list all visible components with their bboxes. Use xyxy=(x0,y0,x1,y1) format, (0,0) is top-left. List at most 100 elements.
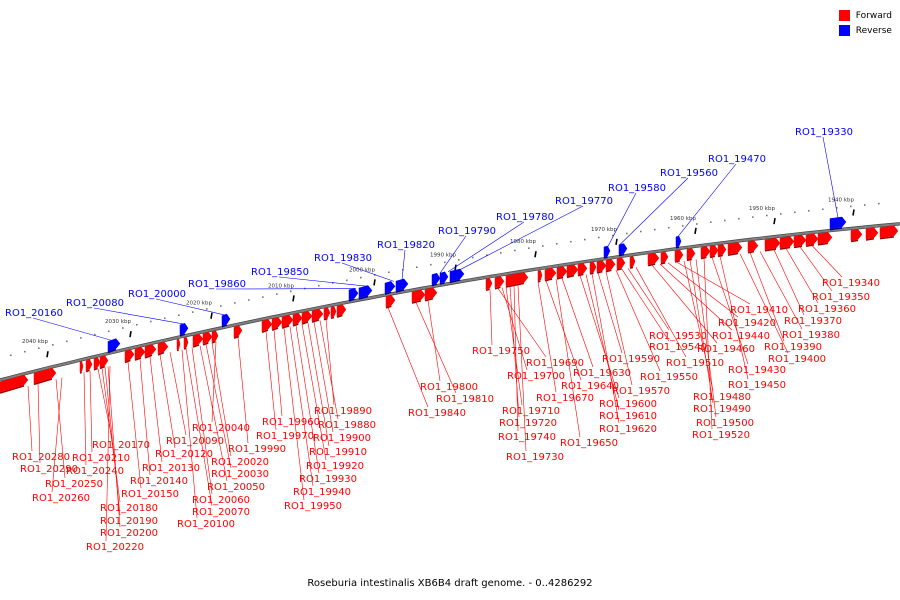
forward-gene xyxy=(660,251,669,264)
forward-leader xyxy=(273,329,283,417)
forward-gene-shade xyxy=(537,280,541,283)
forward-gene xyxy=(629,256,636,268)
forward-gene-label: RO1_20030 xyxy=(211,469,269,480)
forward-leader xyxy=(307,322,330,447)
forward-gene-label: RO1_19640 xyxy=(561,381,619,392)
reverse-gene xyxy=(439,271,449,284)
forward-gene-label: RO1_19750 xyxy=(472,346,530,357)
forward-gene-shade xyxy=(709,255,715,259)
forward-gene xyxy=(686,248,696,260)
forward-gene-shade xyxy=(157,351,165,356)
forward-gene-label: RO1_19370 xyxy=(784,316,842,327)
forward-gene-shade xyxy=(301,321,309,325)
forward-leader xyxy=(427,300,441,382)
forward-gene-label: RO1_19690 xyxy=(526,358,584,369)
forward-gene-shade xyxy=(674,260,680,263)
reverse-gene-label: RO1_20080 xyxy=(66,298,124,309)
ruler-dot xyxy=(164,317,166,320)
forward-leader xyxy=(517,284,527,452)
forward-gene xyxy=(385,295,396,308)
reverse-gene-label: RO1_20000 xyxy=(128,289,186,300)
forward-leader xyxy=(675,261,751,305)
forward-gene xyxy=(79,361,84,373)
ruler-dot xyxy=(122,327,124,329)
forward-gene-shade xyxy=(311,319,320,323)
forward-gene xyxy=(674,249,684,262)
reverse-gene-label: RO1_19860 xyxy=(188,279,246,290)
forward-gene-shade xyxy=(817,242,829,246)
forward-gene xyxy=(717,244,727,256)
forward-gene-shade xyxy=(764,248,777,252)
forward-gene xyxy=(271,316,283,330)
forward-leader xyxy=(489,289,493,346)
forward-gene-label: RO1_20180 xyxy=(100,503,158,514)
forward-leader xyxy=(555,278,581,438)
forward-gene xyxy=(124,349,135,362)
forward-gene-label: RO1_19970 xyxy=(256,431,314,442)
ruler-tick xyxy=(773,217,776,225)
reverse-gene-shade xyxy=(358,295,369,300)
forward-gene-label: RO1_19590 xyxy=(602,354,660,365)
ruler-dot xyxy=(220,305,222,307)
reverse-leader xyxy=(401,249,406,281)
ruler-label: 2040 kbp xyxy=(22,339,48,345)
forward-leader xyxy=(159,354,176,449)
ruler-dot xyxy=(416,266,418,268)
forward-leader xyxy=(749,252,785,342)
ruler-dot xyxy=(766,214,768,217)
ruler-dot xyxy=(878,202,880,205)
ruler-label: 2030 kbp xyxy=(105,319,131,325)
forward-gene-label: RO1_19920 xyxy=(306,461,364,472)
forward-gene xyxy=(779,236,795,249)
forward-gene-shade xyxy=(79,371,83,374)
forward-gene-shade xyxy=(33,378,53,386)
ruler-tick xyxy=(46,351,49,358)
forward-leader xyxy=(295,325,320,474)
ruler-dot xyxy=(248,299,250,301)
forward-gene xyxy=(485,278,493,290)
ruler-dot xyxy=(276,293,278,295)
reverse-gene-label: RO1_19770 xyxy=(555,196,613,207)
ruler-dot xyxy=(542,245,544,247)
forward-gene xyxy=(99,355,109,368)
ruler-dot xyxy=(178,314,180,316)
ruler-dot xyxy=(528,247,530,249)
reverse-gene-label: RO1_19820 xyxy=(377,240,435,251)
forward-leader xyxy=(689,259,714,404)
forward-leader xyxy=(597,272,623,354)
ruler-tick xyxy=(852,209,855,216)
forward-gene-label: RO1_20150 xyxy=(121,489,179,500)
ruler-dot xyxy=(654,228,656,231)
forward-leader xyxy=(149,356,163,463)
forward-leader xyxy=(605,271,633,386)
forward-gene-shade xyxy=(134,357,142,361)
reverse-gene-shade xyxy=(107,348,117,354)
forward-gene xyxy=(505,272,529,287)
forward-leader xyxy=(785,248,819,304)
ruler-dot xyxy=(206,308,208,310)
forward-leader xyxy=(591,273,620,424)
forward-gene xyxy=(233,325,243,338)
forward-gene xyxy=(605,259,616,271)
reverse-gene-label: RO1_19780 xyxy=(496,212,554,223)
forward-gene-label: RO1_19950 xyxy=(284,501,342,512)
ruler-tick xyxy=(292,295,295,302)
reverse-gene-label: RO1_19790 xyxy=(438,226,496,237)
forward-leader xyxy=(205,344,232,469)
forward-gene xyxy=(537,269,543,282)
legend-reverse: Reverse xyxy=(838,23,892,38)
reverse-leader xyxy=(341,262,395,282)
legend-reverse-swatch xyxy=(838,25,850,36)
forward-gene-shade xyxy=(85,369,90,373)
ruler-label: 1960 kbp xyxy=(670,216,696,222)
reverse-gene-shade xyxy=(395,289,405,293)
forward-leader xyxy=(105,365,111,542)
forward-gene xyxy=(134,346,146,360)
ruler-tick xyxy=(694,227,697,235)
forward-gene xyxy=(411,289,426,303)
forward-gene-label: RO1_20250 xyxy=(45,479,103,490)
forward-gene-label: RO1_19730 xyxy=(506,452,564,463)
forward-gene-shade xyxy=(281,325,290,329)
ruler-dot xyxy=(640,230,642,233)
